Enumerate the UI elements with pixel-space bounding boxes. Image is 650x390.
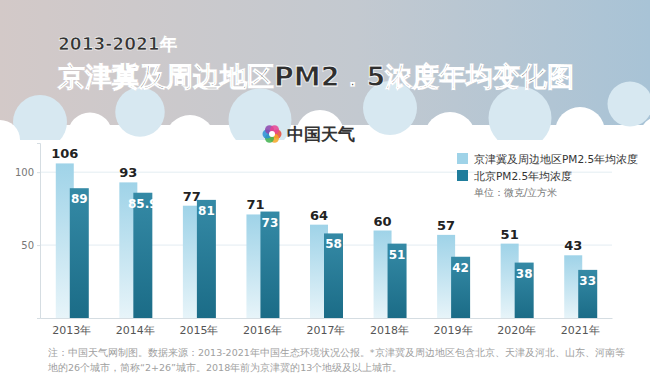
y-axis: 50 100 [15,144,41,319]
bar [260,212,279,318]
y-tick: 100 [15,167,40,178]
x-tick-label: 2021年 [561,324,600,337]
note: 注：中国天气网制图。数据来源：2013-2021年中国生态环境状况公报。*京津冀… [47,347,625,373]
bar [578,270,597,318]
logo [263,125,282,143]
note-line: 注：中国天气网制图。数据来源：2013-2021年中国生态环境状况公报。*京津冀… [48,347,625,358]
x-axis-line [41,318,613,319]
plot-background [0,140,650,390]
y-tick: 50 [21,240,40,251]
bar [70,188,89,318]
x-tick: 2014年 [116,318,155,337]
data-label: 81 [198,204,215,218]
legend-label: 北京PM2.5年均浓度 [474,170,572,182]
data-label: 57 [437,218,455,233]
data-label: 93 [119,165,137,180]
bar [197,200,216,318]
x-tick: 2017年 [307,318,346,337]
x-tick: 2015年 [179,318,218,337]
legend: 京津冀及周边地区PM2.5年均浓度北京PM2.5年均浓度单位：微克/立方米 [457,153,638,198]
x-tick: 2021年 [561,318,600,337]
subtitle: 2013-2021年 [58,34,177,54]
data-label: 60 [374,214,392,229]
y-tick-mark [37,245,40,246]
data-label: 51 [501,227,519,242]
unit-label: 单位：微克/立方米 [474,187,557,198]
bar [133,193,152,318]
x-tick: 2019年 [434,318,473,337]
data-label: 43 [564,238,582,253]
data-labels: 106 93 77 71 64 60 57 51 43 89 85.9 81 73 58 51 42 38 33 [51,146,596,287]
data-label: 71 [246,197,264,212]
x-tick: 2018年 [370,318,409,337]
logo-center [269,131,275,137]
legend-swatch [457,153,468,164]
data-label: 33 [579,274,596,288]
data-label: 64 [310,208,328,223]
x-tick-label: 2018年 [370,324,409,337]
logo-text: 中国天气 [287,124,355,144]
x-axis: 2013年 2014年 2015年 2016年 2017年 2018年 2019年 2020年… [41,318,613,337]
note-line: 地的26个城市，简称“2+26”城市。2018年前为京津冀的13个地级及以上城市… [47,362,402,373]
data-label: 73 [262,216,279,230]
data-label: 77 [183,189,201,204]
legend-label: 京津冀及周边地区PM2.5年均浓度 [474,153,638,165]
x-tick-label: 2016年 [243,324,282,337]
data-label: 42 [452,261,469,275]
cloud [115,87,165,137]
data-label: 51 [389,248,406,262]
x-tick: 2016年 [243,318,282,337]
bar [451,257,470,318]
data-label: 106 [51,146,78,161]
x-tick-label: 2013年 [52,324,91,337]
x-tick-label: 2017年 [307,324,346,337]
y-tick-label: 100 [15,167,34,178]
bar [515,263,534,318]
bar [388,244,407,318]
y-tick-mark [37,172,40,173]
x-tick: 2013年 [52,318,91,337]
chart-svg: 2013-2021年京津冀及周边地区PM2．5浓度年均变化图中国天气 50 100 2… [0,0,650,390]
y-axis-line [37,144,41,319]
x-tick-label: 2020年 [497,324,536,337]
bar [324,233,343,318]
x-tick-label: 2019年 [434,324,473,337]
cloud [608,82,650,127]
title: 京津冀及周边地区PM2．5浓度年均变化图 [57,61,574,92]
header-background [0,0,650,125]
x-tick: 2020年 [497,318,536,337]
legend-swatch [457,170,468,181]
x-tick-label: 2014年 [116,324,155,337]
data-label: 85.9 [128,197,158,211]
data-label: 58 [325,237,342,251]
y-tick-label: 50 [21,240,34,251]
bars [56,163,597,318]
data-label: 89 [71,192,88,206]
x-tick-label: 2015年 [179,324,218,337]
background [0,0,650,390]
data-label: 38 [516,267,533,281]
